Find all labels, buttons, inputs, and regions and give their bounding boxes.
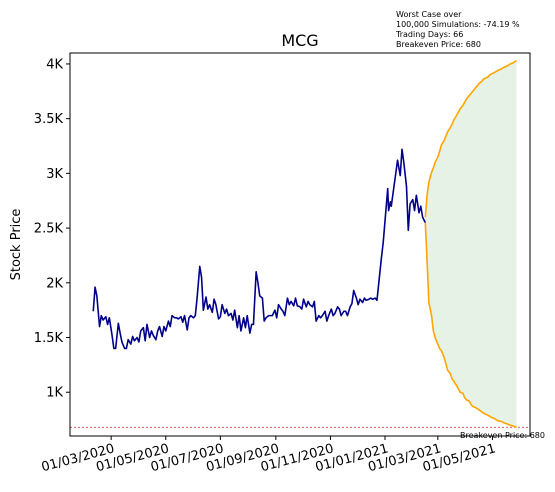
- series-layer: [92, 59, 517, 428]
- simulation-range-area: [425, 60, 517, 428]
- simulation-fill: [425, 60, 517, 428]
- y-tick-label-6: 4K: [46, 57, 63, 72]
- annotation-line-0: Worst Case over: [396, 10, 462, 19]
- y-tick-label-5: 3.5K: [34, 112, 64, 127]
- y-tick-label-0: 1K: [46, 386, 63, 401]
- price-series-line-0: [92, 148, 427, 350]
- y-tick-label-1: 1.5K: [34, 331, 64, 346]
- annotation-line-3: Breakeven Price: 680: [396, 40, 481, 49]
- y-tick-label-3: 2.5K: [34, 222, 64, 237]
- simulation-lower-line: [424, 222, 517, 428]
- y-axis-label: Stock Price: [9, 209, 24, 281]
- breakeven-label: Breakeven Price: 680: [460, 431, 545, 440]
- plot-frame: [69, 52, 531, 437]
- x-axis: 01/03/202001/05/202001/07/202001/09/2020…: [40, 436, 497, 475]
- y-axis: 1K 1.5K 2K 2.5K 3K 3.5K 4K: [34, 57, 70, 401]
- annotation-line-2: Trading Days: 66: [395, 30, 463, 39]
- simulation-upper-line: [424, 59, 517, 218]
- chart-title: MCG: [281, 31, 318, 50]
- y-tick-label-4: 3K: [46, 167, 63, 182]
- y-tick-label-2: 2K: [46, 276, 63, 291]
- annotation-line-1: 100,000 Simulations: -74.19 %: [396, 20, 520, 29]
